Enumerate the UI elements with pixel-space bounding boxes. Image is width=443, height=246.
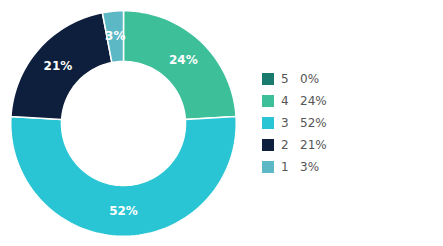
html-text:3 52%: 3 52% (281, 116, 327, 130)
svg-text:24%: 24% (169, 53, 198, 67)
svg-text:21%: 21% (44, 59, 73, 73)
html-text:1 3%: 1 3% (281, 160, 320, 174)
html-text:5 0%: 5 0% (281, 72, 320, 86)
svg-text:3%: 3% (105, 29, 125, 43)
html-text:2 21%: 2 21% (281, 138, 327, 152)
svg-text:52%: 52% (109, 204, 138, 218)
html-text:4 24%: 4 24% (281, 94, 327, 108)
